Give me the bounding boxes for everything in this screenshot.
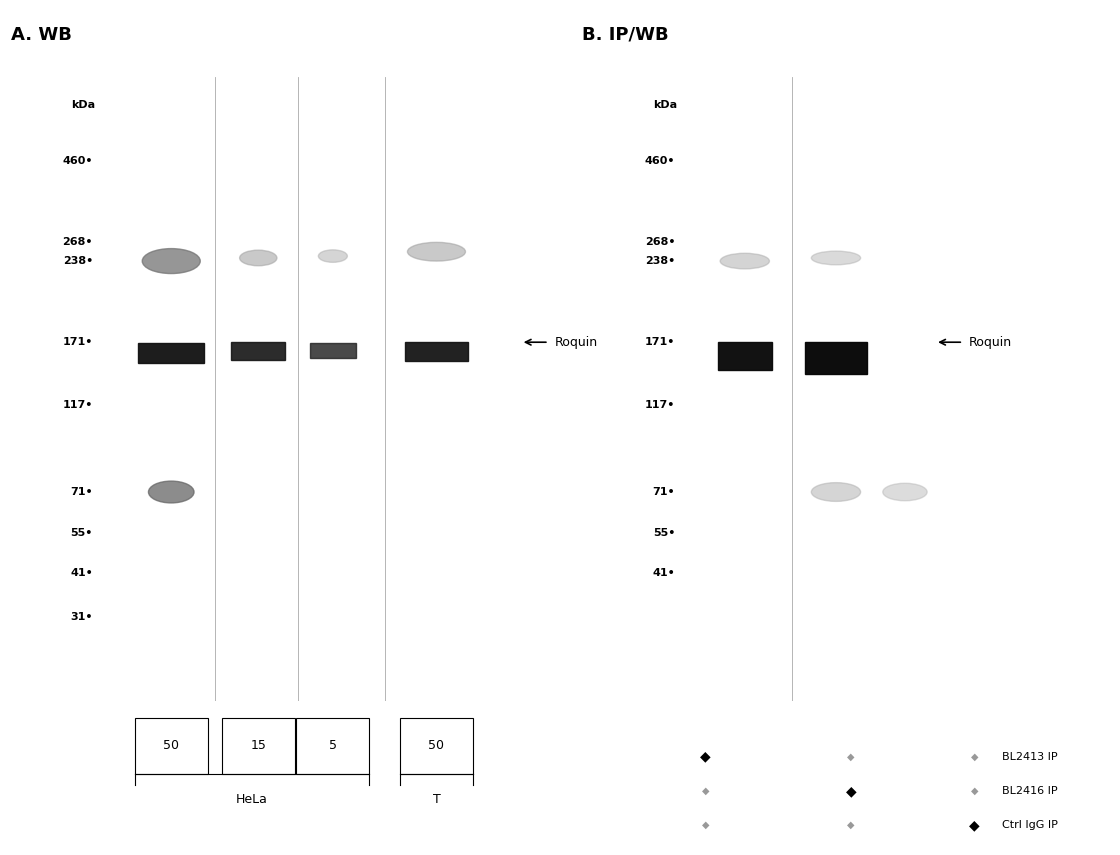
Text: 55•: 55•	[653, 528, 675, 538]
Text: 268•: 268•	[63, 238, 93, 247]
Text: 460•: 460•	[645, 156, 675, 166]
Text: Roquin: Roquin	[969, 336, 1012, 349]
Text: 5: 5	[329, 740, 337, 752]
Text: A. WB: A. WB	[11, 26, 72, 44]
Text: BL2416 IP: BL2416 IP	[1002, 786, 1058, 796]
Text: 238•: 238•	[645, 256, 675, 266]
Ellipse shape	[408, 242, 466, 261]
Ellipse shape	[142, 249, 200, 274]
Text: 238•: 238•	[63, 256, 93, 266]
Ellipse shape	[720, 253, 769, 268]
Text: 71•: 71•	[71, 487, 93, 497]
Ellipse shape	[811, 251, 860, 265]
Bar	[138, 343, 204, 363]
Text: 117•: 117•	[645, 399, 675, 410]
Text: 31•: 31•	[71, 612, 93, 622]
Bar	[718, 342, 772, 370]
Text: 117•: 117•	[63, 399, 93, 410]
Text: kDa: kDa	[71, 100, 95, 110]
Text: Roquin: Roquin	[554, 336, 598, 349]
Text: 41•: 41•	[653, 569, 675, 578]
Text: ◆: ◆	[702, 786, 709, 796]
Text: HeLa: HeLa	[236, 793, 268, 806]
Text: 50: 50	[429, 740, 445, 752]
Text: 171•: 171•	[63, 337, 93, 347]
Text: ◆: ◆	[969, 818, 980, 832]
Text: 171•: 171•	[645, 337, 675, 347]
Text: 460•: 460•	[63, 156, 93, 166]
Text: 55•: 55•	[71, 528, 93, 538]
Ellipse shape	[149, 481, 194, 503]
Bar	[232, 342, 286, 360]
Text: B. IP/WB: B. IP/WB	[582, 26, 669, 44]
Text: BL2413 IP: BL2413 IP	[1002, 752, 1058, 762]
Ellipse shape	[811, 482, 860, 501]
Text: ◆: ◆	[700, 750, 711, 764]
Bar	[805, 342, 867, 374]
Ellipse shape	[318, 250, 347, 262]
Text: 41•: 41•	[71, 569, 93, 578]
Text: Ctrl IgG IP: Ctrl IgG IP	[1002, 820, 1058, 830]
Text: 50: 50	[164, 740, 179, 752]
Text: ◆: ◆	[848, 820, 855, 830]
Text: T: T	[432, 793, 440, 806]
Ellipse shape	[240, 251, 277, 266]
Text: 71•: 71•	[653, 487, 675, 497]
Text: ◆: ◆	[702, 820, 709, 830]
Text: ◆: ◆	[848, 752, 855, 762]
Text: 268•: 268•	[645, 238, 675, 247]
Ellipse shape	[883, 483, 927, 501]
Text: ◆: ◆	[971, 752, 978, 762]
Text: ◆: ◆	[846, 784, 857, 798]
Text: ◆: ◆	[971, 786, 978, 796]
Bar	[310, 343, 356, 358]
Text: kDa: kDa	[653, 100, 678, 110]
Text: 15: 15	[251, 740, 267, 752]
Bar	[405, 342, 467, 361]
